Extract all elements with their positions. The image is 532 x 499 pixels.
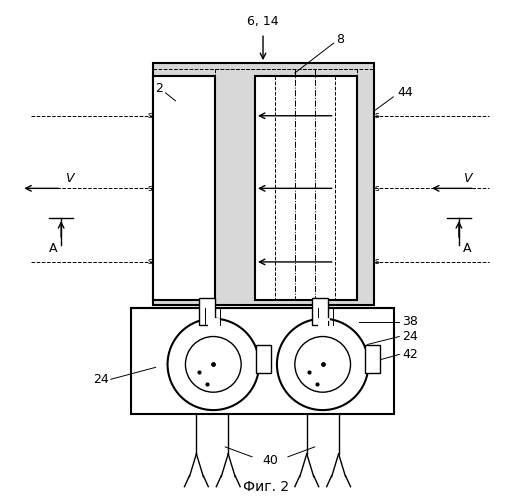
Bar [200, 298, 215, 324]
Bar [153, 63, 375, 305]
Text: V: V [463, 172, 471, 185]
Bar [153, 76, 215, 300]
Text: s: s [148, 257, 153, 266]
Circle shape [277, 319, 369, 410]
Text: 44: 44 [397, 86, 413, 99]
Text: V: V [65, 172, 73, 185]
Text: s: s [375, 184, 379, 193]
Bar [131, 308, 394, 414]
Circle shape [168, 319, 259, 410]
Text: s: s [375, 257, 379, 266]
Text: 40: 40 [262, 454, 278, 468]
Text: A: A [49, 242, 57, 254]
Text: 24: 24 [93, 373, 109, 386]
Bar [365, 345, 380, 373]
Bar [318, 319, 328, 332]
Text: s: s [148, 111, 153, 120]
Text: s: s [148, 184, 153, 193]
Text: 42: 42 [402, 348, 418, 361]
Text: 38: 38 [402, 315, 418, 328]
Text: 2: 2 [155, 82, 163, 95]
Bar [256, 345, 271, 373]
Bar [312, 298, 328, 324]
Bar [209, 319, 218, 332]
Text: 6, 14: 6, 14 [247, 15, 279, 28]
Bar [255, 76, 358, 300]
Text: A: A [463, 242, 471, 254]
Text: Фиг. 2: Фиг. 2 [243, 480, 289, 494]
Text: s: s [375, 111, 379, 120]
Text: 24: 24 [402, 330, 418, 343]
Text: 8: 8 [337, 32, 345, 46]
